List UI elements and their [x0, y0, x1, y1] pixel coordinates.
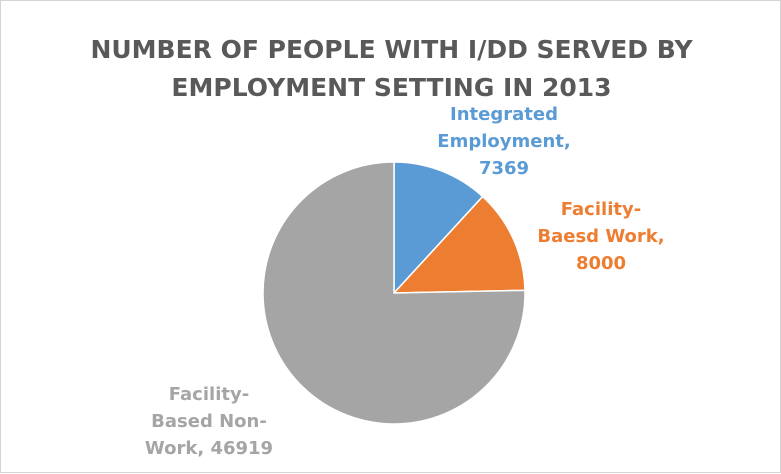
data-label-facility-baesd-work-value: 8000 [575, 253, 627, 274]
pie-slice-integrated-employment [393, 161, 484, 294]
chart-title-line-2: EMPLOYMENT SETTING IN 2013 [171, 73, 612, 102]
data-label-facility-based-non-work: Facility- Based Non- Work, 46919 [129, 381, 289, 462]
data-label-integrated-employment-value: 7369 [478, 158, 530, 179]
data-label-facility-based-non-work-value: Work, 46919 [144, 438, 274, 459]
data-label-facility-baesd-work-line-2: Baesd Work, [537, 226, 665, 247]
data-label-facility-based-non-work-line-1: Facility- [168, 384, 250, 405]
pie-slice-facility-baesd-work [393, 195, 526, 294]
pie-slice-facility-based-non-work [262, 161, 526, 425]
data-label-facility-baesd-work: Facility- Baesd Work, 8000 [521, 196, 681, 277]
data-label-integrated-employment-line-2: Employment, [437, 131, 571, 152]
data-label-integrated-employment: Integrated Employment, 7369 [424, 101, 584, 182]
chart-title-line-1: NUMBER OF PEOPLE WITH I/DD SERVED BY [90, 35, 693, 64]
data-label-facility-baesd-work-line-1: Facility- [560, 199, 642, 220]
data-label-facility-based-non-work-line-2: Based Non- [151, 411, 267, 432]
data-label-integrated-employment-line-1: Integrated [450, 104, 558, 125]
